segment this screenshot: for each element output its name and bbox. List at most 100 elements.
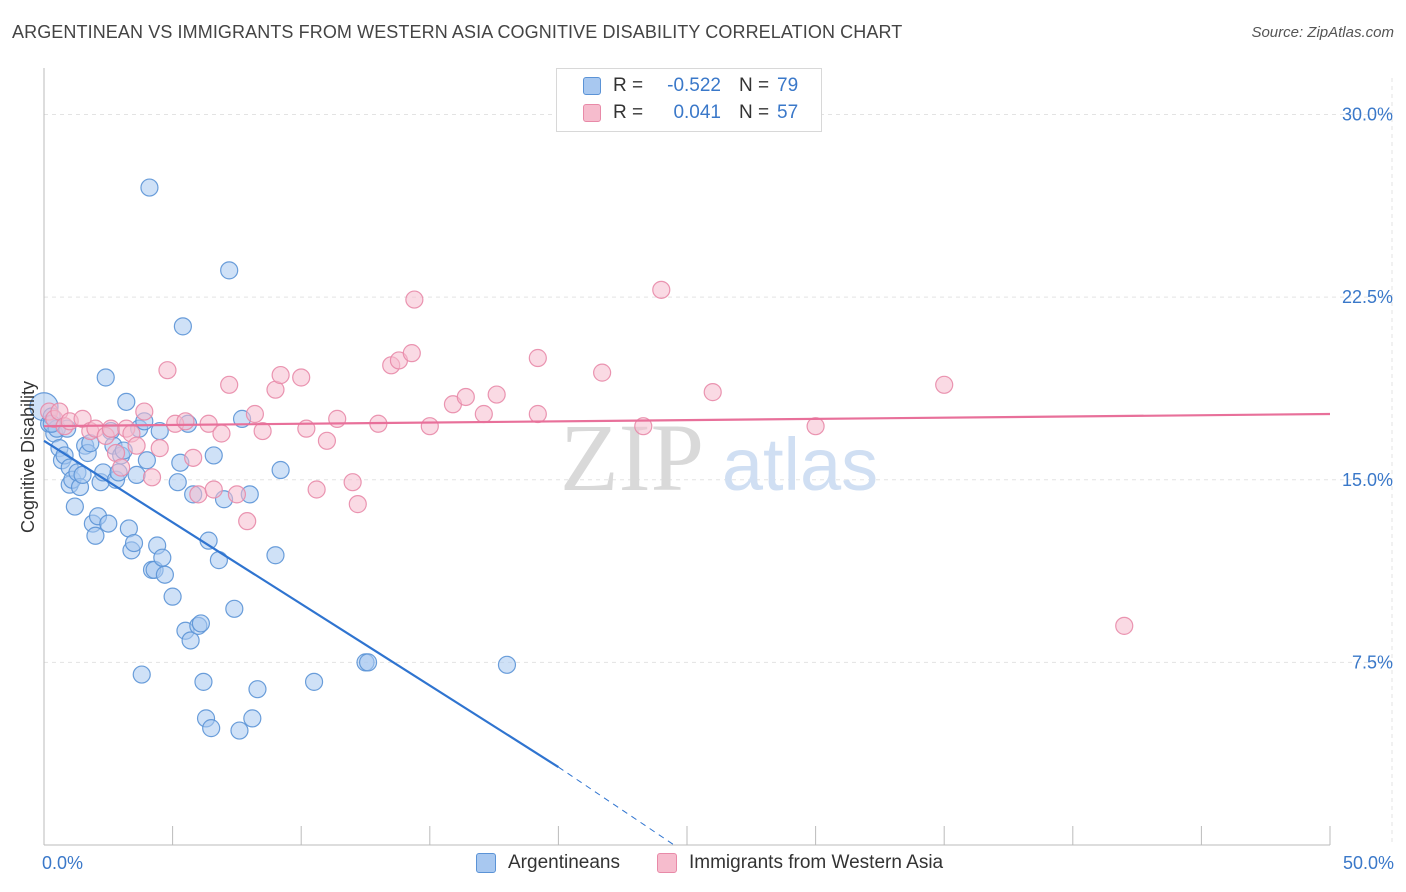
- axes: [43, 68, 1331, 846]
- point-western-asia: [292, 368, 311, 387]
- y-tick-labels: 7.5% 15.0% 22.5% 30.0%: [1342, 105, 1393, 673]
- point-argentineans: [173, 317, 192, 336]
- point-western-asia: [420, 417, 439, 436]
- point-western-asia: [474, 404, 493, 424]
- legend-swatch-pink: [583, 104, 601, 122]
- point-western-asia: [935, 375, 954, 394]
- point-western-asia: [238, 512, 257, 531]
- x-tick-label-min: 0.0%: [42, 853, 84, 873]
- legend-n-value: 79: [777, 75, 799, 96]
- y-tick-label: 22.5%: [1342, 287, 1393, 307]
- source-label: Source: ZipAtlas.com: [1251, 24, 1394, 41]
- point-western-asia: [328, 409, 347, 428]
- grid-lines: [44, 78, 1393, 845]
- point-argentineans: [204, 446, 223, 465]
- legend-n-label: N =: [739, 102, 770, 123]
- point-western-asia: [253, 421, 272, 441]
- point-western-asia: [112, 458, 131, 477]
- point-western-asia: [158, 361, 177, 380]
- point-argentineans: [358, 653, 378, 672]
- series-legend: Argentineans Immigrants from Western Asi…: [0, 852, 1406, 876]
- point-western-asia: [317, 431, 337, 450]
- point-western-asia: [135, 402, 154, 421]
- point-western-asia: [189, 485, 208, 504]
- legend-r-value: -0.522: [667, 75, 721, 96]
- y-tick-label: 30.0%: [1342, 105, 1393, 125]
- legend-n-value: 57: [777, 102, 799, 123]
- point-western-asia: [1115, 616, 1134, 635]
- point-western-asia: [487, 385, 506, 404]
- point-argentineans: [497, 655, 517, 674]
- watermark: ZIP atlas: [560, 404, 878, 511]
- point-western-asia: [184, 448, 203, 467]
- point-argentineans: [248, 680, 267, 699]
- point-western-asia: [212, 424, 231, 443]
- series-legend-western-asia[interactable]: Immigrants from Western Asia: [657, 852, 943, 874]
- point-argentineans: [96, 368, 115, 387]
- point-western-asia: [271, 365, 290, 385]
- legend-n-label: N =: [739, 75, 770, 96]
- series-legend-swatch-blue: [476, 853, 496, 873]
- point-argentineans: [140, 178, 159, 197]
- point-western-asia: [307, 480, 326, 499]
- point-western-asia: [456, 387, 475, 407]
- trend-line-argentineans-extension: [558, 766, 675, 846]
- series-legend-argentineans[interactable]: Argentineans: [476, 852, 620, 874]
- point-argentineans: [266, 546, 285, 565]
- point-western-asia: [343, 473, 362, 492]
- point-western-asia: [528, 404, 547, 424]
- series-legend-swatch-pink: [657, 853, 677, 873]
- point-western-asia: [142, 468, 162, 487]
- point-argentineans: [225, 599, 244, 618]
- point-argentineans: [230, 721, 249, 740]
- point-western-asia: [245, 404, 265, 424]
- y-tick-label: 7.5%: [1352, 652, 1393, 672]
- point-western-asia: [127, 436, 146, 455]
- point-argentineans: [202, 719, 221, 738]
- x-tick-label-max: 50.0%: [1342, 853, 1394, 873]
- point-western-asia: [402, 344, 421, 363]
- point-argentineans: [271, 460, 290, 480]
- point-argentineans: [191, 614, 210, 633]
- point-western-asia: [634, 417, 653, 436]
- point-western-asia: [593, 363, 612, 382]
- legend-swatch-blue: [583, 77, 601, 95]
- point-western-asia: [348, 495, 367, 514]
- chart-title: ARGENTINEAN VS IMMIGRANTS FROM WESTERN A…: [12, 22, 903, 42]
- point-western-asia: [528, 348, 547, 368]
- point-argentineans: [86, 526, 105, 545]
- point-western-asia: [150, 439, 169, 458]
- point-argentineans: [117, 392, 136, 411]
- point-argentineans: [194, 672, 213, 691]
- point-argentineans: [304, 672, 324, 691]
- point-western-asia: [652, 280, 671, 299]
- point-western-asia: [204, 480, 223, 499]
- series-argentineans: [29, 178, 517, 740]
- watermark-atlas: atlas: [722, 423, 878, 506]
- point-argentineans: [153, 548, 172, 567]
- point-argentineans: [65, 497, 84, 516]
- point-western-asia: [176, 412, 195, 431]
- trend-lines: [43, 412, 1331, 846]
- point-western-asia: [101, 419, 120, 438]
- point-argentineans: [137, 451, 156, 470]
- legend-r-label: R =: [613, 75, 644, 96]
- point-western-asia: [703, 383, 722, 402]
- point-argentineans: [124, 533, 144, 553]
- point-argentineans: [181, 631, 200, 650]
- trend-line-argentineans: [43, 439, 559, 769]
- series-legend-label: Immigrants from Western Asia: [689, 852, 944, 873]
- series-western-asia: [40, 280, 1134, 635]
- point-argentineans: [220, 261, 239, 280]
- legend-r-value: 0.041: [673, 102, 721, 123]
- stats-legend: R = -0.522 N = 79 R = 0.041 N = 57: [556, 68, 822, 132]
- point-western-asia: [227, 485, 246, 504]
- point-argentineans: [155, 565, 174, 584]
- legend-r-label: R =: [613, 102, 644, 123]
- point-argentineans: [168, 473, 187, 492]
- y-axis-title: Cognitive Disability: [18, 381, 38, 533]
- series-legend-label: Argentineans: [508, 852, 620, 873]
- point-western-asia: [220, 375, 239, 394]
- y-tick-label: 15.0%: [1342, 470, 1393, 490]
